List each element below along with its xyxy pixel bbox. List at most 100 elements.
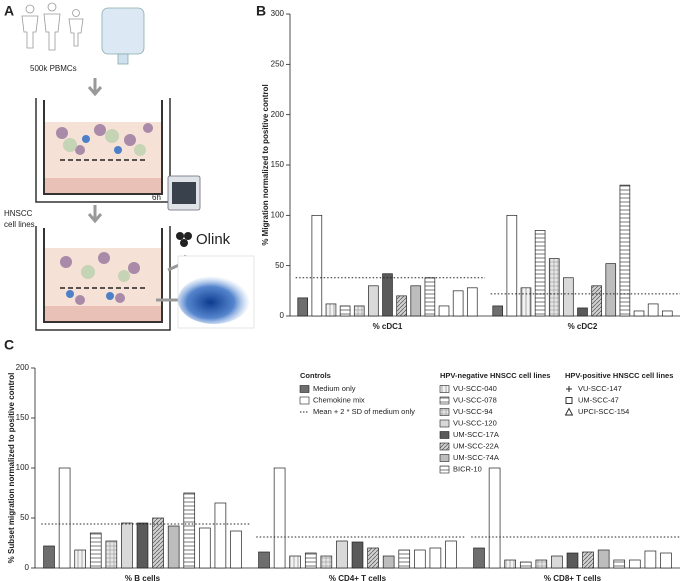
bar	[43, 545, 55, 569]
bar	[534, 230, 546, 317]
bar	[597, 549, 610, 569]
y-axis-label: % Subset migration normalized to positiv…	[7, 373, 16, 564]
bar	[351, 541, 364, 569]
x-tick-label: % B cells	[125, 574, 161, 581]
bar	[353, 305, 365, 317]
bar	[551, 555, 563, 569]
y-axis-label: % Migration normalized to positive contr…	[261, 84, 270, 245]
legend-label: VU-SCC-120	[453, 418, 497, 427]
legend-label: Mean + 2 * SD of medium only	[313, 407, 415, 416]
incubator	[167, 175, 201, 211]
y-tick-label: 150	[16, 413, 30, 422]
bar	[273, 467, 286, 569]
legend-swatch	[439, 454, 450, 462]
bar	[367, 547, 379, 569]
bar	[414, 549, 426, 569]
bar	[396, 295, 407, 317]
bar	[582, 551, 594, 569]
arrow	[87, 78, 103, 97]
x-tick-label: % cDC2	[568, 322, 598, 331]
legend-swatch	[299, 385, 310, 393]
y-tick-label: 0	[25, 563, 30, 572]
blood-bag	[101, 7, 145, 65]
legend-label: UPCI-SCC-154	[578, 407, 629, 416]
bar	[398, 549, 411, 569]
legend-swatch	[299, 396, 310, 405]
bar	[520, 287, 532, 317]
bar	[410, 285, 422, 317]
panel-label: C	[4, 337, 14, 353]
bar	[548, 258, 560, 317]
bar	[492, 305, 504, 317]
panel-label: A	[4, 3, 14, 19]
y-tick-label: 200	[16, 363, 30, 372]
panel-a: A 500k PBMCs HNSCC cell lines 6h	[4, 2, 255, 331]
bar	[563, 277, 574, 317]
y-tick-label: 100	[16, 463, 30, 472]
bar	[368, 285, 379, 317]
bar	[424, 277, 436, 317]
well-2	[35, 226, 171, 331]
y-tick-label: 200	[271, 110, 285, 119]
well-1	[35, 98, 171, 203]
x-tick-label: % cDC1	[373, 322, 403, 331]
bar	[504, 559, 516, 569]
legend-label: Chemokine mix	[313, 395, 365, 404]
legend-marker	[564, 407, 574, 416]
bar	[325, 303, 337, 317]
bar	[519, 561, 532, 569]
bar	[473, 547, 485, 569]
bar	[105, 540, 118, 569]
bar	[258, 551, 270, 569]
bar	[121, 522, 133, 569]
readout-label: Olink	[196, 231, 231, 248]
bar	[289, 555, 301, 569]
legend-swatch	[439, 431, 450, 439]
bar	[136, 522, 149, 569]
y-tick-label: 50	[20, 513, 29, 522]
bar	[183, 492, 196, 569]
legend-label: VU-SCC-94	[453, 407, 493, 416]
legend-label: UM-SCC-22A	[453, 441, 499, 450]
cells-label: HNSCC	[4, 209, 33, 218]
legend-label: UM-SCC-74A	[453, 453, 499, 462]
time-label: 6h	[152, 193, 161, 202]
bar	[466, 287, 478, 317]
bar	[382, 555, 395, 569]
x-tick-label: % CD8+ T cells	[544, 574, 602, 581]
bar	[304, 552, 317, 569]
legend-swatch	[439, 385, 450, 393]
legend-marker	[566, 386, 572, 392]
bar	[382, 273, 393, 317]
bar	[89, 532, 102, 569]
y-tick-label: 250	[271, 59, 285, 68]
scatter-plot	[177, 255, 255, 329]
bar	[629, 559, 641, 569]
bar	[445, 540, 457, 569]
legend-label: VU-SCC-078	[453, 395, 497, 404]
legend-marker	[565, 397, 573, 404]
bar	[566, 552, 579, 569]
bar	[506, 214, 518, 317]
x-tick-label: % CD4+ T cells	[329, 574, 387, 581]
bar	[311, 214, 323, 317]
bar	[660, 552, 672, 569]
legend-swatch	[439, 465, 450, 474]
y-tick-label: 300	[271, 9, 285, 18]
legend-title: HPV-positive HNSCC cell lines	[565, 371, 673, 380]
bar	[633, 310, 645, 317]
legend-label: UM-SCC-17A	[453, 430, 499, 439]
olink-logo	[176, 232, 192, 247]
bar	[438, 305, 450, 317]
legend-swatch	[439, 408, 450, 416]
bar	[452, 290, 464, 317]
bar	[199, 527, 211, 569]
bar	[591, 285, 602, 317]
bar	[230, 530, 242, 569]
bar	[488, 467, 501, 569]
legend-swatch	[439, 396, 450, 405]
legend-title: HPV-negative HNSCC cell lines	[440, 371, 550, 380]
y-tick-label: 100	[271, 210, 285, 219]
bar	[613, 559, 626, 569]
bar	[58, 467, 71, 569]
